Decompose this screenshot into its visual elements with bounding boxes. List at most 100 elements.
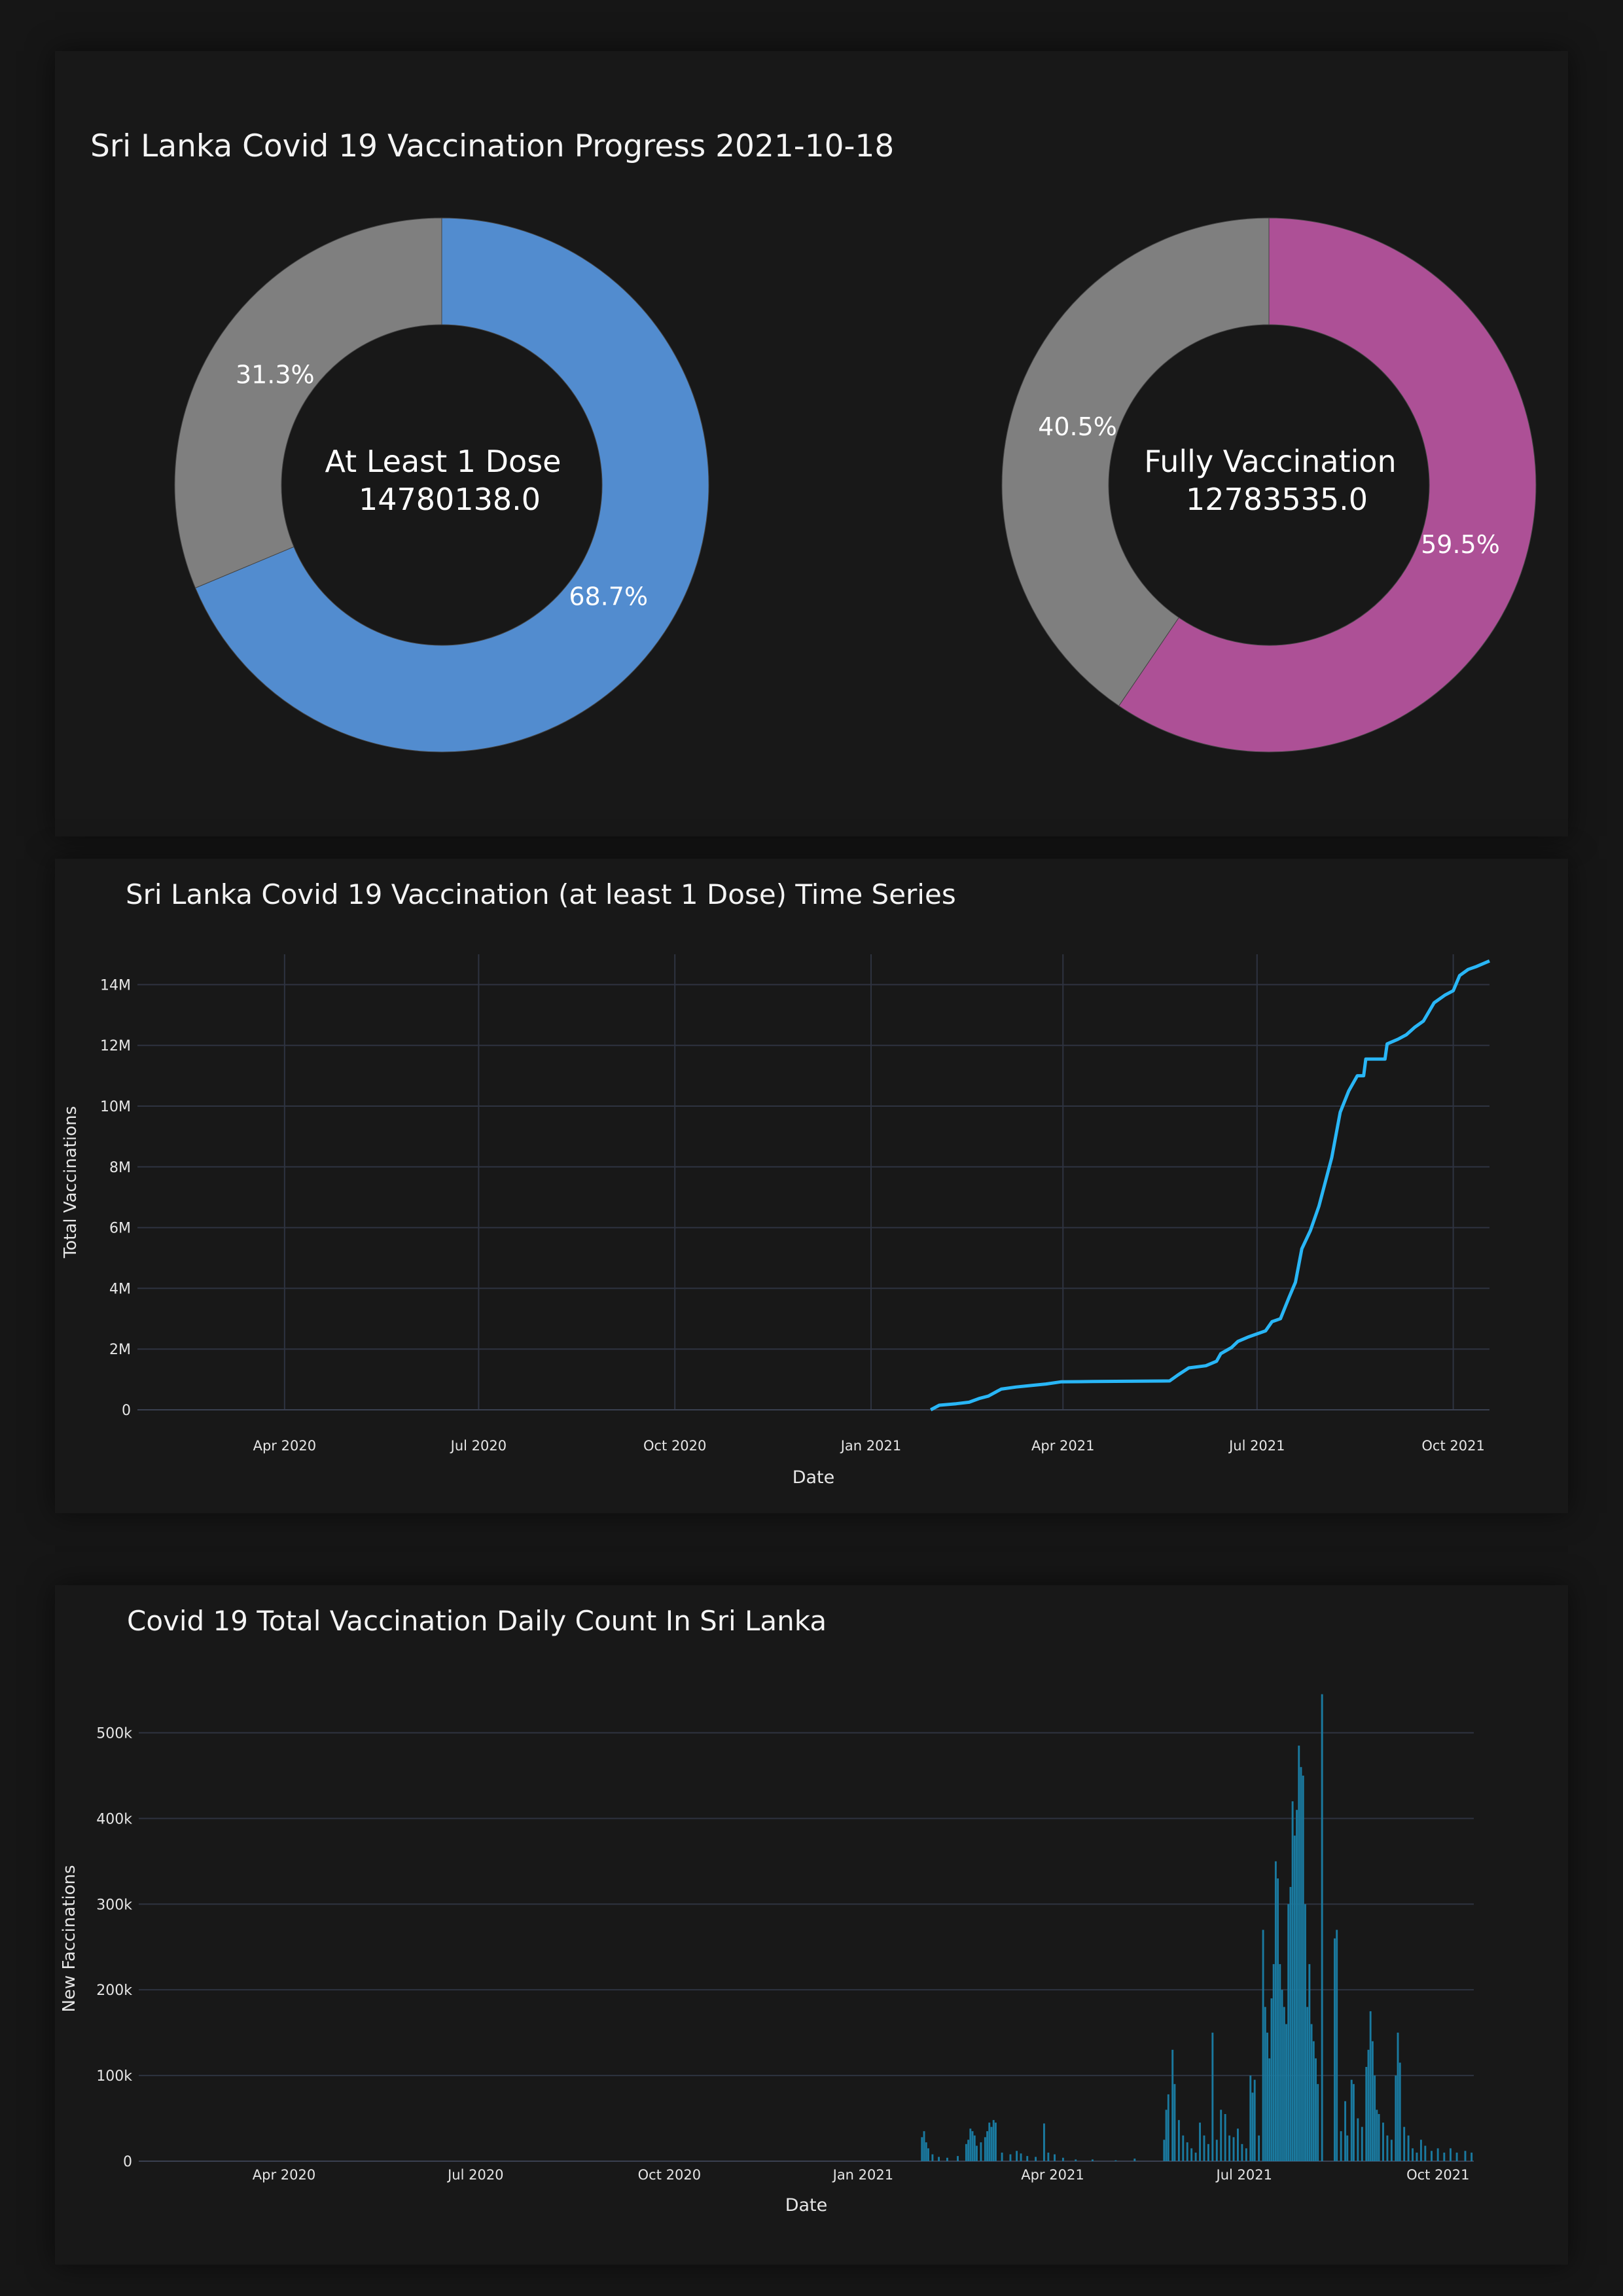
bar <box>986 2131 989 2161</box>
bar <box>1436 2148 1439 2161</box>
slice-label: 59.5% <box>1421 530 1500 559</box>
y-tick-label: 4M <box>109 1281 131 1297</box>
bar <box>1054 2154 1056 2161</box>
bar <box>1350 2079 1353 2161</box>
y-tick-label: 8M <box>109 1160 131 1176</box>
y-tick-label: 10M <box>100 1099 131 1115</box>
bar <box>1173 2084 1176 2161</box>
bar <box>1215 2140 1218 2161</box>
bar <box>971 2131 974 2161</box>
bar <box>1075 2159 1077 2161</box>
x-tick-label: Jul 2021 <box>1228 1438 1285 1454</box>
bar <box>1177 2120 1180 2161</box>
bar <box>1241 2144 1243 2161</box>
y-tick-label: 300k <box>96 1897 132 1913</box>
bar <box>1133 2159 1136 2161</box>
bar <box>1304 1904 1306 2161</box>
x-tick-label: Apr 2021 <box>1021 2167 1084 2183</box>
bar <box>1390 2140 1393 2161</box>
bar <box>1298 1746 1300 2161</box>
x-tick-label: Oct 2020 <box>643 1438 706 1454</box>
bar <box>1163 2140 1166 2161</box>
bar <box>1224 2114 1226 2161</box>
bar <box>1287 1904 1290 2161</box>
bar <box>1228 2135 1231 2161</box>
bar <box>1272 1964 1275 2161</box>
bar <box>1412 2148 1414 2161</box>
bar <box>1315 2058 1317 2161</box>
bar <box>1279 1964 1281 2161</box>
vaccination-progress-panel: Sri Lanka Covid 19 Vaccination Progress … <box>55 51 1568 836</box>
bar <box>1274 1861 1277 2161</box>
bar <box>1237 2128 1239 2161</box>
bar <box>967 2140 970 2161</box>
bar <box>1371 2041 1374 2161</box>
bar <box>931 2154 934 2161</box>
bar <box>1043 2123 1045 2161</box>
bar <box>1416 2152 1418 2161</box>
bar <box>990 2126 993 2161</box>
bar <box>1336 1929 1338 2161</box>
x-tick-label: Jan 2021 <box>840 1438 902 1454</box>
y-tick-label: 12M <box>100 1038 131 1054</box>
bar <box>1302 1775 1304 2161</box>
bar <box>1091 2159 1094 2161</box>
bar <box>921 2137 923 2161</box>
x-tick-label: Jul 2020 <box>446 2167 503 2183</box>
bar <box>992 2120 995 2161</box>
time-series-panel: Sri Lanka Covid 19 Vaccination (at least… <box>55 859 1568 1513</box>
bar <box>1026 2156 1029 2161</box>
bar <box>1352 2084 1355 2161</box>
bar <box>1346 2135 1349 2161</box>
bar <box>1016 2151 1018 2161</box>
bar <box>976 2145 978 2161</box>
daily-count-panel: Covid 19 Total Vaccination Daily Count I… <box>55 1585 1568 2265</box>
bar <box>1207 2144 1209 2161</box>
bar <box>1289 1887 1292 2161</box>
bar <box>965 2144 967 2161</box>
bar <box>1220 2109 1222 2161</box>
bar <box>1035 2157 1037 2161</box>
y-tick-label: 0 <box>123 2154 132 2170</box>
bar <box>1334 1938 1336 2161</box>
bar <box>1277 1878 1279 2161</box>
bar <box>1464 2151 1467 2161</box>
donut-center-label: At Least 1 Dose <box>325 444 562 479</box>
bar <box>925 2142 927 2161</box>
bar <box>1266 2032 1268 2161</box>
y-tick-label: 400k <box>96 1811 132 1827</box>
bar <box>1199 2123 1201 2161</box>
bar <box>984 2137 986 2161</box>
y-tick-label: 500k <box>96 1725 132 1742</box>
bar <box>1443 2152 1446 2161</box>
bar <box>1270 1998 1273 2161</box>
bar <box>969 2128 972 2161</box>
bar <box>1471 2152 1473 2161</box>
bar <box>988 2123 991 2161</box>
bar <box>1369 2011 1372 2161</box>
bar <box>1296 1810 1298 2161</box>
x-tick-label: Jul 2021 <box>1215 2167 1272 2183</box>
y-tick-label: 6M <box>109 1221 131 1237</box>
donut-center-value: 14780138.0 <box>359 482 541 517</box>
time-series-title: Sri Lanka Covid 19 Vaccination (at least… <box>126 878 956 910</box>
bar <box>1357 2118 1359 2161</box>
y-tick-label: 14M <box>100 977 131 994</box>
bar <box>1281 1990 1283 2161</box>
donut-slice <box>174 217 442 588</box>
bar <box>957 2156 959 2161</box>
bar <box>1321 1694 1323 2161</box>
bar <box>1361 2126 1363 2161</box>
bar <box>994 2123 997 2161</box>
bar <box>1424 2145 1427 2161</box>
y-axis-title: Total Vaccinations <box>61 1106 80 1259</box>
bar <box>1300 1767 1302 2161</box>
bar <box>1190 2148 1193 2161</box>
donut-center-value: 12783535.0 <box>1186 482 1368 517</box>
bar <box>1403 2126 1406 2161</box>
x-tick-label: Oct 2021 <box>1406 2167 1469 2183</box>
bar <box>1378 2114 1380 2161</box>
x-tick-label: Apr 2020 <box>253 1438 316 1454</box>
bar <box>1399 2062 1401 2161</box>
